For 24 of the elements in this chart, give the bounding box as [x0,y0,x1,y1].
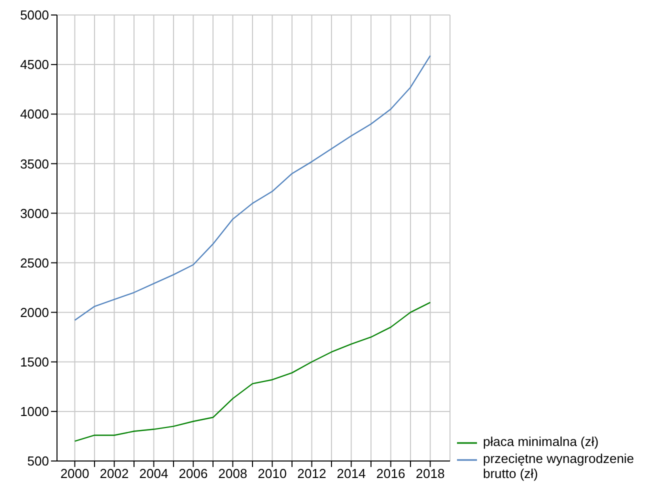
x-tick-label: 2004 [139,466,168,482]
x-tick-label: 2012 [297,466,326,482]
legend-label: przeciętne wynagrodzenie brutto (zł) [483,451,636,481]
y-tick-label: 2000 [20,304,49,320]
y-tick-label: 4000 [20,106,49,122]
y-tick-label: 2500 [20,255,49,270]
x-tick-label: 2000 [60,466,90,482]
x-tick-label: 2018 [416,466,445,482]
x-tick-label: 2006 [178,466,208,482]
y-tick-label: 500 [27,454,49,469]
x-tick-label: 2002 [100,466,129,482]
x-tick-label: 2008 [218,466,248,482]
x-tick-label: 2010 [258,466,287,482]
line-series [74,302,431,442]
y-tick-label: 3500 [20,156,49,172]
legend-label: płaca minimalna (zł) [483,434,599,449]
x-tick-label: 2016 [376,466,406,482]
y-tick-label: 4500 [20,57,49,72]
x-tick-label: 2014 [336,466,366,482]
y-tick-label: 1000 [20,404,49,420]
y-tick-label: 5000 [20,8,49,23]
y-tick-label: 1500 [20,354,49,370]
line-series [74,55,431,321]
y-tick-label: 3000 [20,206,49,221]
